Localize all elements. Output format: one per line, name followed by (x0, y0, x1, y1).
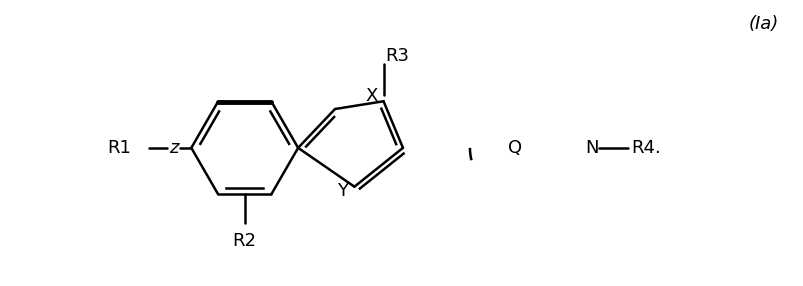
Text: X: X (365, 88, 377, 106)
Text: Y: Y (336, 182, 348, 200)
Text: R3: R3 (385, 47, 409, 65)
Text: R2: R2 (232, 232, 256, 250)
Text: R4.: R4. (630, 139, 660, 157)
Text: Q: Q (507, 139, 521, 157)
Text: N: N (585, 139, 598, 157)
Text: R1: R1 (107, 139, 131, 157)
Text: (Ia): (Ia) (748, 15, 778, 33)
Text: z: z (169, 139, 178, 157)
